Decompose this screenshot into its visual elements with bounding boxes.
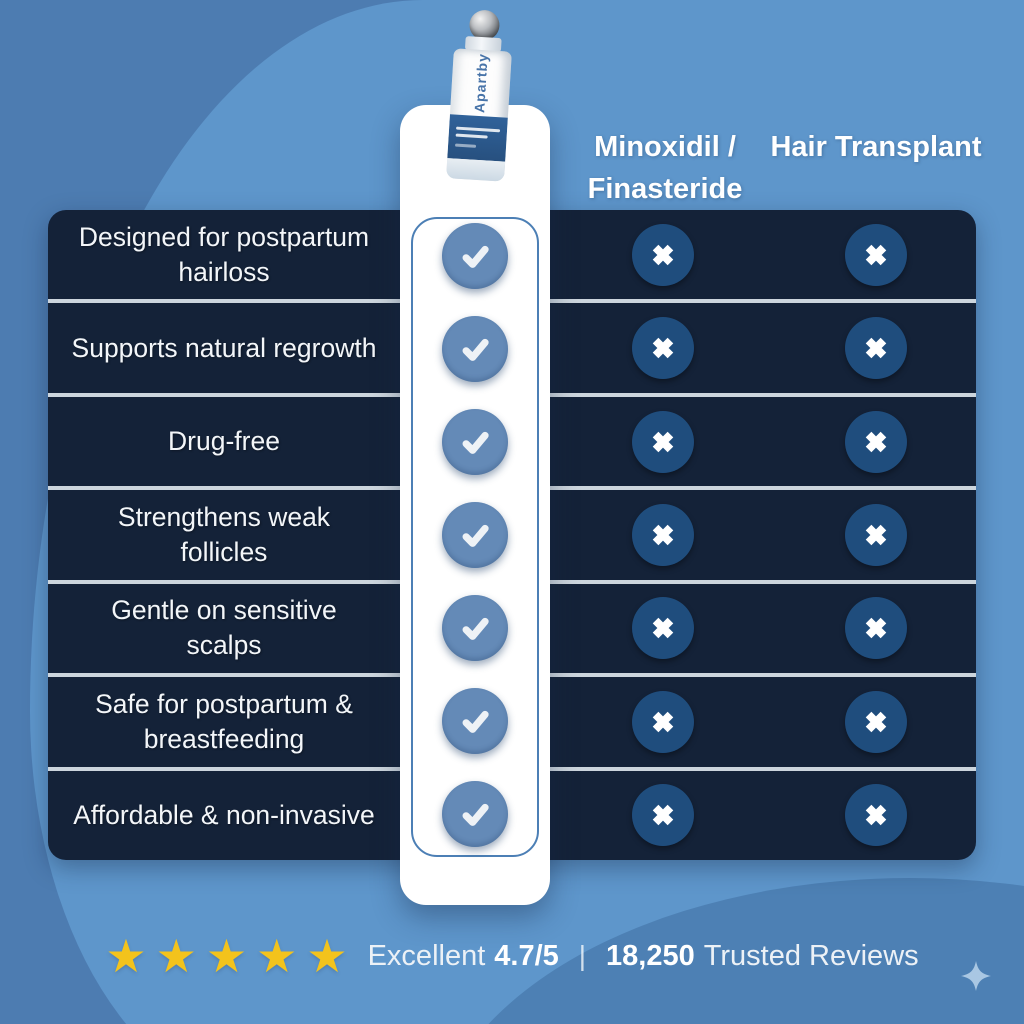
product-column-card [400, 105, 550, 905]
star-icon: ★ [155, 930, 197, 982]
reviews-bar: ★ ★ ★ ★ ★ Excellent 4.7/5 | 18,250 Trust… [0, 928, 1024, 984]
check-icon [442, 595, 508, 661]
minoxidil-cell [550, 397, 776, 486]
check-icon [442, 223, 508, 289]
cross-icon [632, 690, 694, 753]
column-header-hair-transplant: Hair Transplant [770, 131, 982, 163]
star-icon: ★ [256, 930, 298, 982]
transplant-cell [776, 677, 976, 766]
minoxidil-cell [550, 303, 776, 392]
cross-icon [845, 317, 907, 380]
product-bottle-image: Apartby [439, 8, 522, 188]
star-icon: ★ [306, 930, 348, 982]
transplant-cell [776, 771, 976, 860]
feature-label: Safe for postpartum & breastfeeding [95, 688, 353, 754]
minoxidil-cell [550, 584, 776, 673]
table-row: Designed for postpartum hairloss [48, 210, 976, 299]
label-text-line [455, 133, 488, 139]
brand-name: Apartby [471, 52, 491, 114]
label-text-line [454, 143, 477, 148]
feature-label: Supports natural regrowth [71, 332, 377, 363]
cross-icon [632, 410, 694, 473]
transplant-cell [776, 397, 976, 486]
minoxidil-cell [550, 771, 776, 860]
feature-label: Drug-free [168, 426, 280, 457]
transplant-cell [776, 490, 976, 579]
cross-icon [632, 784, 694, 847]
star-icon: ★ [205, 930, 248, 982]
bottle-label: Apartby [450, 48, 512, 117]
feature-label: Gentle on sensitive scalps [111, 595, 337, 661]
cross-icon [845, 597, 907, 660]
feature-label: Strengthens weak follicles [117, 502, 331, 567]
star-icon: ★ [105, 930, 147, 982]
check-icon [442, 781, 508, 847]
cross-icon [845, 410, 907, 473]
transplant-cell [776, 210, 976, 299]
check-icon [442, 502, 508, 568]
transplant-cell [776, 303, 976, 392]
star-rating: ★ ★ ★ ★ ★ [105, 933, 347, 979]
check-icon [442, 688, 508, 754]
column-header-minoxidil: Minoxidil / Finasteride [587, 131, 743, 206]
minoxidil-cell [550, 490, 776, 579]
bottle-body: Apartby [446, 48, 512, 182]
cross-icon [632, 317, 694, 380]
minoxidil-cell [550, 210, 776, 299]
cross-icon [845, 503, 907, 566]
cross-icon [845, 223, 907, 286]
feature-label: Designed for postpartum hairloss [78, 221, 370, 287]
review-count: 18,250 [606, 939, 695, 972]
cross-icon [845, 784, 907, 847]
cross-icon [632, 223, 694, 286]
product-column-border [411, 217, 539, 857]
cross-icon [845, 690, 907, 753]
reviews-separator: | [578, 940, 587, 971]
bottle-liquid [446, 158, 506, 182]
minoxidil-cell [550, 677, 776, 766]
check-icon [442, 409, 508, 475]
bottle-label-band [447, 114, 508, 162]
check-icon [442, 316, 508, 382]
sparkle-icon [961, 961, 991, 991]
label-text-line [456, 126, 501, 133]
rating-value: 4.7/5 [494, 939, 559, 972]
excellent-label: Excellent [367, 939, 486, 972]
review-count-label: Trusted Reviews [703, 939, 919, 972]
transplant-cell [776, 584, 976, 673]
cross-icon [632, 597, 694, 660]
cross-icon [632, 503, 694, 566]
feature-label: Affordable & non-invasive [73, 799, 375, 830]
